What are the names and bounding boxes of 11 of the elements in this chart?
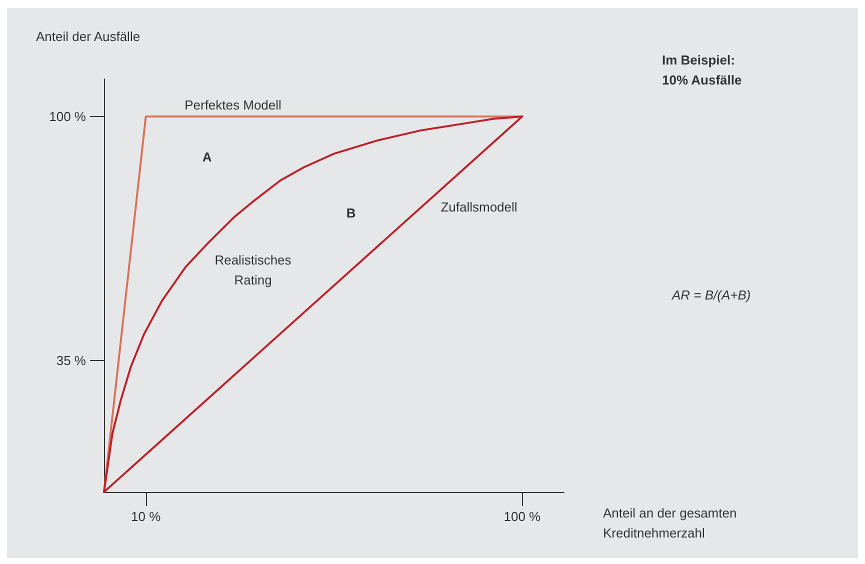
y-tick-label: 35 % [56, 353, 86, 368]
text: AR = B/(A+B) [671, 288, 751, 302]
annotation: Zufallsmodell [440, 200, 518, 214]
x-tick-label: 10 % [131, 509, 162, 524]
annotation: B [346, 206, 356, 220]
y-axis-title: Anteil der Ausfälle [36, 29, 140, 44]
text: Im Beispiel: 10% Ausfälle [662, 52, 742, 88]
annotation: Perfektes Modell [184, 98, 282, 112]
annotation: A [202, 150, 212, 164]
annotation: Realistisches Rating [214, 252, 292, 288]
x-axis-title: Anteil an der gesamten Kreditnehmerzahl [603, 506, 737, 540]
